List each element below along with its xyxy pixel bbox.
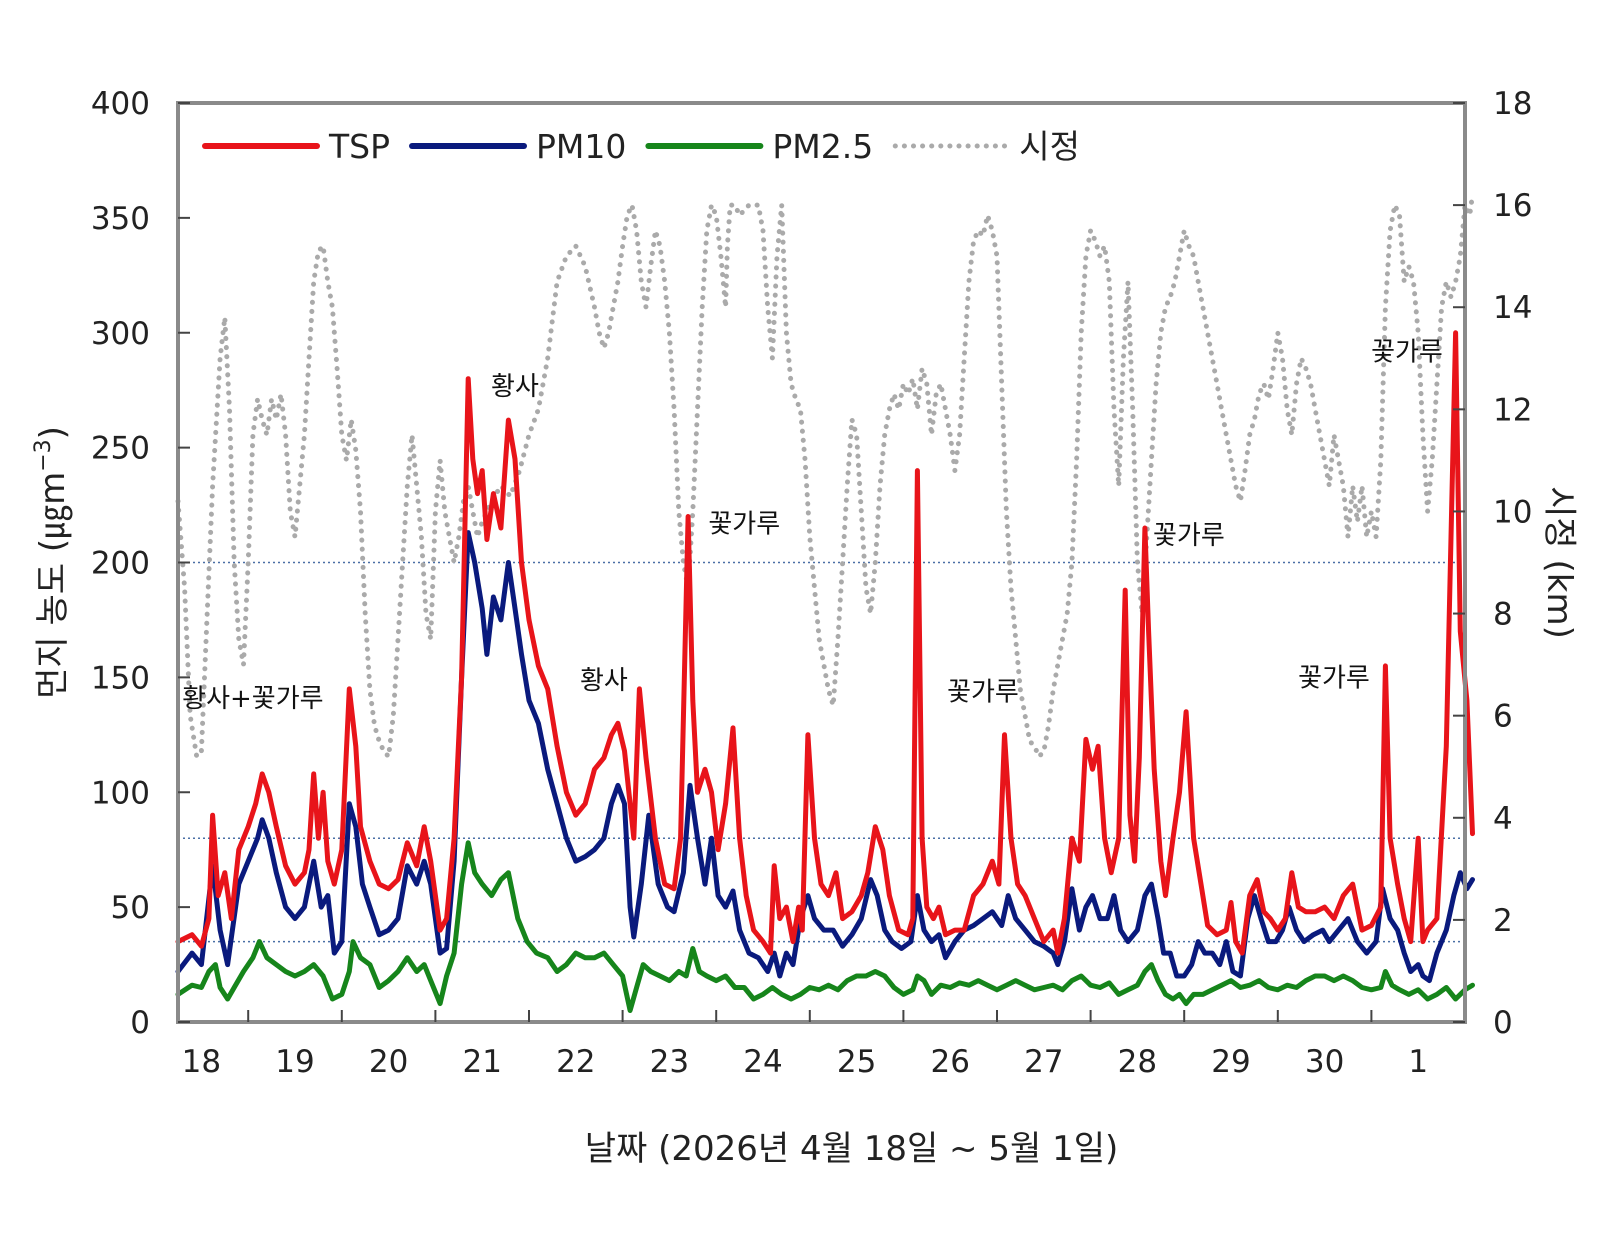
right-tick-label-1: 2: [1493, 903, 1513, 939]
y-axis-title: 먼지 농도 (㎍m−3): [31, 426, 73, 699]
x-tick-label-11: 29: [1211, 1044, 1250, 1080]
x-tick-label-7: 25: [837, 1044, 876, 1080]
series-line-1: [175, 530, 1475, 984]
x-tick-label-8: 26: [930, 1044, 969, 1080]
right-tick-label-6: 12: [1493, 392, 1532, 428]
left-tick-label-1: 50: [111, 890, 150, 926]
legend-label-2: PM2.5: [772, 127, 873, 166]
y-axis-title-close: ): [33, 426, 73, 439]
right-tick-label-7: 14: [1493, 290, 1532, 326]
series-line-2: [175, 840, 1475, 1013]
y-axis-title-superscript: −3: [31, 439, 56, 471]
left-tick-label-2: 100: [91, 775, 150, 811]
x-tick-label-10: 28: [1118, 1044, 1157, 1080]
legend-label-3: 시정: [1019, 127, 1080, 166]
left-tick-label-5: 250: [91, 431, 150, 467]
right-tick-label-5: 10: [1493, 494, 1532, 530]
x-tick-label-13: 1: [1408, 1044, 1428, 1080]
x-tick-label-4: 22: [556, 1044, 595, 1080]
right-tick-label-9: 18: [1493, 86, 1532, 122]
x-tick-label-2: 20: [369, 1044, 408, 1080]
annotation-3: 꽃가루: [708, 510, 780, 540]
y2-axis-title: 시정 (km): [1539, 486, 1579, 639]
x-tick-label-0: 18: [182, 1044, 221, 1080]
right-tick-label-8: 16: [1493, 188, 1532, 224]
annotation-2: 황사: [580, 666, 628, 696]
x-axis-title: 날짜 (2026년 4월 18일 ~ 5월 1일): [585, 1129, 1119, 1169]
series-layer: [175, 192, 1475, 1013]
series-line-0: [175, 330, 1475, 956]
annotation-4: 꽃가루: [947, 677, 1019, 707]
right-tick-label-3: 6: [1493, 699, 1513, 735]
series-line-3: [175, 192, 1475, 759]
annotation-5: 꽃가루: [1153, 521, 1225, 551]
left-tick-label-4: 200: [91, 546, 150, 582]
left-tick-label-8: 400: [91, 86, 150, 122]
x-tick-label-1: 19: [275, 1044, 314, 1080]
annotation-1: 황사: [491, 372, 539, 402]
x-axis: 18 19 20 21 22 23 24 25 26 27 28 29 30 1: [182, 1010, 1428, 1080]
x-tick-label-3: 21: [462, 1044, 501, 1080]
left-axis: 0 50 100 150 200 250 300 350 400: [91, 86, 190, 1041]
right-tick-label-4: 8: [1493, 597, 1513, 633]
legend-label-1: PM10: [536, 127, 626, 166]
x-tick-label-6: 24: [743, 1044, 782, 1080]
annotation-7: 꽃가루: [1371, 337, 1443, 367]
right-axis: 0 2 4 6 8 10 12 14 16 18: [1453, 86, 1532, 1041]
y-axis-title-main: 먼지 농도 (㎍m: [33, 472, 73, 699]
left-tick-label-6: 300: [91, 316, 150, 352]
left-tick-label-7: 350: [91, 201, 150, 237]
x-tick-label-9: 27: [1024, 1044, 1063, 1080]
x-tick-label-5: 23: [650, 1044, 689, 1080]
right-tick-label-0: 0: [1493, 1005, 1513, 1041]
x-tick-label-12: 30: [1305, 1044, 1344, 1080]
annotation-6: 꽃가루: [1298, 664, 1370, 694]
left-tick-label-3: 150: [91, 660, 150, 696]
annotation-0: 황사+꽃가루: [182, 684, 323, 714]
left-tick-label-0: 0: [130, 1005, 150, 1041]
right-tick-label-2: 4: [1493, 801, 1513, 837]
legend-label-0: TSP: [328, 127, 390, 166]
legend: TSP PM10 PM2.5 시정: [202, 127, 1080, 166]
